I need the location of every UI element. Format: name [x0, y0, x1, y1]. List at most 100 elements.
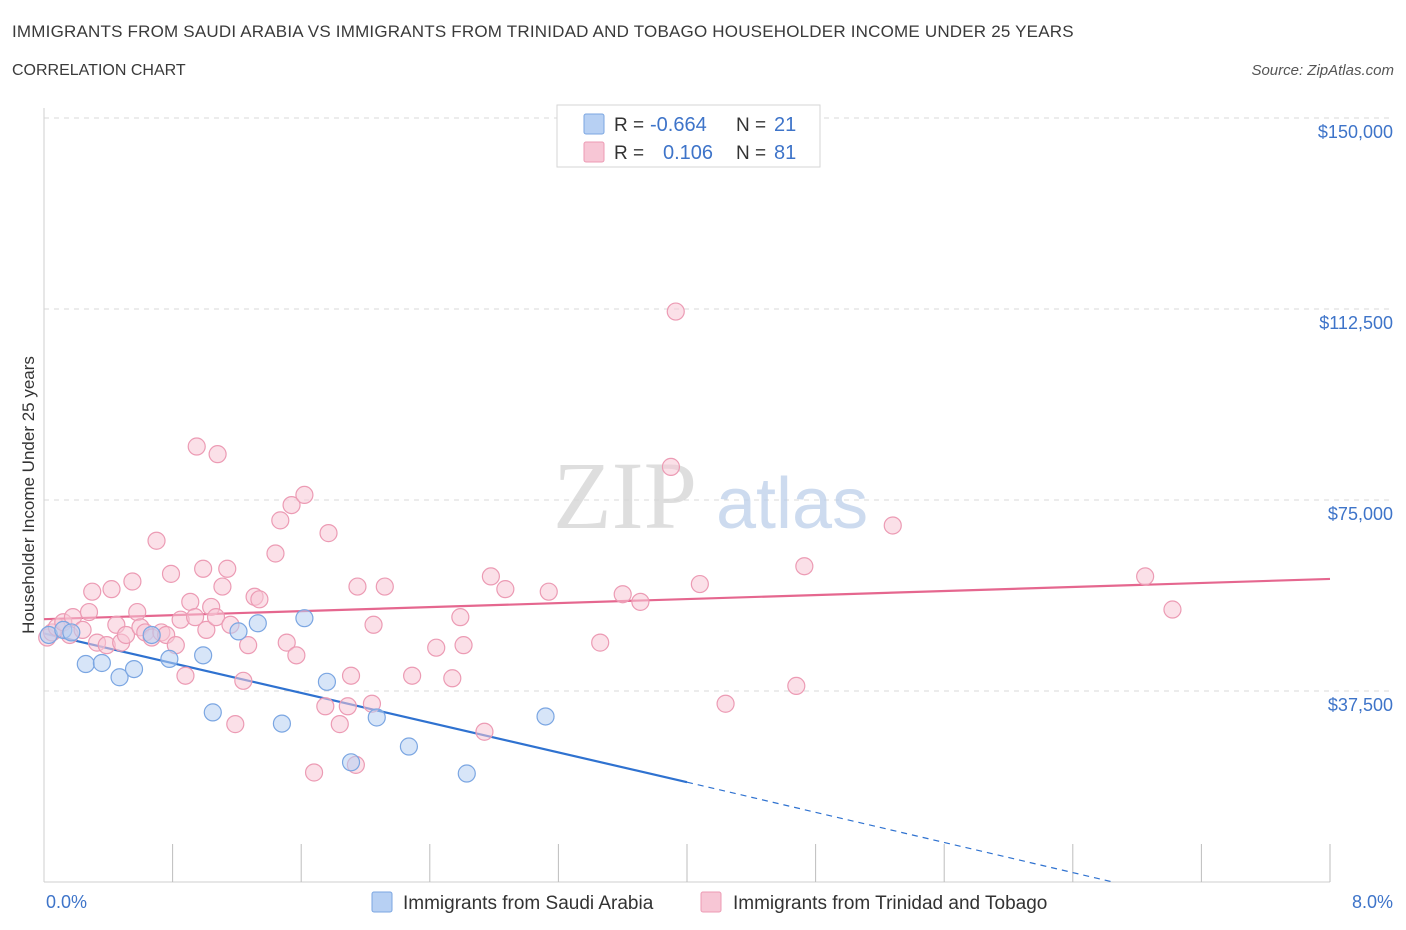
point-saudi	[229, 622, 248, 641]
tt-swatch	[583, 141, 605, 163]
point-tt	[287, 646, 306, 665]
point-tt	[197, 620, 216, 639]
watermark-atlas: atlas	[716, 464, 868, 544]
point-tt	[481, 567, 500, 586]
point-tt	[319, 524, 338, 543]
point-tt	[194, 559, 213, 578]
point-tt	[539, 582, 558, 601]
saudi-swatch	[583, 113, 605, 135]
stats-n-label-2: N =	[736, 143, 766, 164]
point-tt	[271, 511, 290, 530]
point-tt	[218, 559, 237, 578]
point-tt	[187, 437, 206, 456]
data-points	[38, 302, 1182, 783]
legend-tt-label: Immigrants from Trinidad and Tobago	[733, 893, 1047, 914]
y-tick-label: $150,000	[1318, 122, 1393, 142]
point-tt	[1136, 567, 1155, 586]
point-saudi	[110, 668, 129, 687]
point-tt	[403, 666, 422, 685]
point-tt	[613, 585, 632, 604]
stats-r-value-tt: 0.106	[663, 142, 713, 164]
y-tick-label: $75,000	[1328, 504, 1393, 524]
point-tt	[787, 676, 806, 696]
point-tt	[186, 608, 205, 627]
point-tt	[239, 636, 258, 655]
point-tt	[102, 580, 121, 599]
point-tt	[176, 666, 195, 685]
point-saudi	[399, 737, 419, 756]
point-tt	[208, 445, 227, 464]
point-tt	[496, 580, 515, 599]
point-saudi	[62, 623, 81, 642]
point-tt	[364, 615, 383, 634]
point-tt	[295, 485, 314, 505]
point-saudi	[248, 614, 267, 633]
point-tt	[123, 572, 142, 591]
point-tt	[716, 694, 735, 713]
point-tt	[79, 602, 99, 622]
series-legend: Immigrants from Saudi Arabia Immigrants …	[371, 891, 1047, 914]
point-tt	[316, 697, 335, 716]
legend-saudi-swatch	[371, 891, 393, 913]
y-tick-label: $37,500	[1328, 695, 1393, 715]
point-saudi	[536, 707, 555, 726]
point-tt	[427, 638, 446, 657]
point-tt	[631, 592, 650, 611]
watermark-zip: ZIP	[553, 442, 697, 549]
stats-legend: R = -0.664 N = 21 R = 0.106 N = 81	[556, 104, 821, 168]
chart-subtitle: CORRELATION CHART	[12, 62, 186, 79]
point-tt	[1163, 600, 1182, 619]
point-saudi	[272, 714, 292, 733]
point-tt	[454, 636, 473, 655]
point-tt	[128, 602, 147, 622]
x-tick-label-min: 0.0%	[46, 892, 87, 912]
trend-line-tt	[43, 577, 1331, 621]
point-tt	[116, 625, 136, 645]
legend-saudi-label: Immigrants from Saudi Arabia	[403, 893, 654, 914]
point-tt	[330, 715, 349, 734]
stats-r-value-saudi: -0.664	[650, 114, 707, 136]
point-tt	[443, 669, 462, 688]
point-saudi	[160, 649, 179, 669]
point-tt	[591, 633, 610, 652]
point-tt	[795, 557, 814, 576]
point-tt	[661, 457, 681, 476]
y-tick-label: $112,500	[1319, 313, 1393, 333]
stats-r-label-1: R =	[614, 115, 644, 136]
point-tt	[341, 666, 361, 685]
point-tt	[161, 564, 181, 583]
point-tt	[206, 608, 226, 627]
point-tt	[451, 608, 470, 627]
point-saudi	[124, 659, 144, 679]
point-tt	[282, 495, 301, 515]
point-tt	[375, 577, 394, 596]
gridlines	[44, 117, 1392, 692]
stats-r-label-2: R =	[614, 143, 644, 164]
stats-n-label-1: N =	[736, 115, 766, 136]
point-saudi	[317, 672, 337, 691]
point-tt	[226, 715, 245, 734]
stats-n-value-saudi: 21	[774, 114, 796, 136]
point-saudi	[341, 753, 361, 772]
trend-line-saudi-extension	[686, 781, 1114, 883]
point-saudi	[194, 646, 213, 665]
tick-labels: $37,500 $75,000 $112,500 $150,000 0.0% 8.0%	[46, 122, 1393, 912]
point-saudi	[295, 609, 314, 628]
point-saudi	[457, 764, 476, 783]
point-tt	[83, 582, 102, 601]
y-axis-label: Householder Income Under 25 years	[19, 356, 38, 634]
point-tt	[147, 531, 166, 550]
point-saudi	[203, 703, 222, 722]
point-tt	[690, 574, 709, 594]
point-tt	[304, 763, 324, 782]
point-tt	[250, 590, 269, 609]
point-saudi	[92, 653, 111, 673]
chart-title: IMMIGRANTS FROM SAUDI ARABIA VS IMMIGRAN…	[12, 22, 1074, 41]
point-tt	[475, 722, 494, 741]
source-credit: Source: ZipAtlas.com	[1251, 62, 1394, 79]
point-tt	[883, 516, 902, 535]
point-tt	[338, 697, 357, 716]
point-tt	[181, 592, 200, 611]
point-tt	[266, 544, 285, 563]
